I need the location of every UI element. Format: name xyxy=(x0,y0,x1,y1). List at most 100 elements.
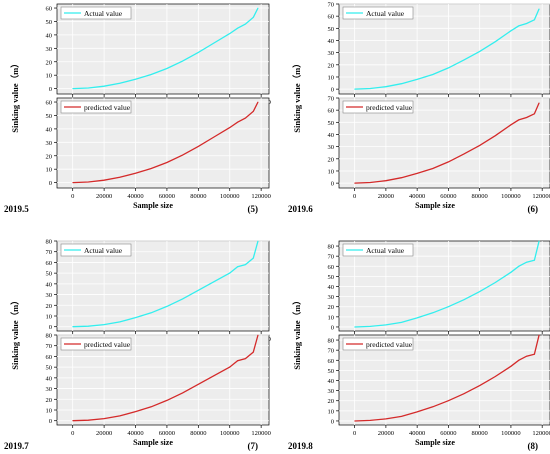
data-point xyxy=(88,419,89,421)
data-point xyxy=(119,82,121,84)
x-axis-label: Sample size xyxy=(133,438,173,447)
data-point xyxy=(463,153,465,155)
data-point xyxy=(197,146,199,147)
y-tick-label: 10 xyxy=(328,74,335,81)
data-point xyxy=(479,291,481,292)
legend: predicted value xyxy=(60,100,132,114)
data-point xyxy=(182,60,184,62)
data-point xyxy=(237,360,239,362)
legend: Actual value xyxy=(342,6,414,20)
data-point xyxy=(432,406,434,408)
data-point xyxy=(197,52,199,53)
data-point xyxy=(401,322,402,323)
y-tick-label: 50 xyxy=(46,271,53,278)
data-point xyxy=(494,282,496,283)
data-point xyxy=(479,385,481,386)
legend: predicted value xyxy=(342,100,414,114)
y-tick-label: 80 xyxy=(328,244,335,251)
data-point xyxy=(354,420,355,422)
y-tick-label: 40 xyxy=(328,378,335,385)
data-point xyxy=(448,306,449,308)
data-point xyxy=(518,119,520,121)
legend-label: predicted value xyxy=(366,340,413,349)
legend: Actual value xyxy=(60,243,132,257)
panel-6: Sinking value（m） Sample size 2019.6 (6) xyxy=(288,59,538,214)
data-point xyxy=(494,135,496,137)
y-tick-label: 0 xyxy=(49,418,52,425)
data-point xyxy=(88,325,89,327)
data-point xyxy=(252,351,254,353)
data-point xyxy=(237,266,239,268)
legend: Actual value xyxy=(342,243,414,257)
x-tick-label: 60000 xyxy=(440,430,456,437)
panel-number: (6) xyxy=(528,204,539,214)
data-point xyxy=(119,321,121,323)
data-point xyxy=(150,312,152,314)
data-point xyxy=(354,88,355,90)
subplot-1-bottom: 0 10 20 30 40 50 60 70 0 20000 40000 60000 80000 1000… xyxy=(328,96,550,200)
x-tick-label: 40000 xyxy=(409,430,425,437)
panel-5: Sinking value（m） Sample size 2019.5 (5) xyxy=(4,59,258,214)
y-tick-label: 40 xyxy=(46,375,53,382)
y-axis-label: Sinking value（m） xyxy=(10,296,20,369)
y-tick-label: 60 xyxy=(46,260,53,267)
data-point xyxy=(510,30,512,32)
data-point xyxy=(416,411,418,413)
data-point xyxy=(385,86,387,88)
data-point xyxy=(538,240,540,242)
panel-7: Sinking value（m） Sample size 2019.7 (7) xyxy=(4,296,258,451)
legend-box xyxy=(342,100,414,114)
y-tick-label: 20 xyxy=(46,59,53,66)
x-tick-label: 80000 xyxy=(190,193,206,200)
data-point xyxy=(88,181,89,183)
y-tick-label: 40 xyxy=(46,281,53,288)
y-tick-label: 20 xyxy=(328,304,335,311)
data-point xyxy=(245,264,246,265)
x-tick-label: 40000 xyxy=(127,193,143,200)
x-tick-label: 100000 xyxy=(220,430,240,437)
data-point xyxy=(119,176,121,178)
subplot-0-bottom: 0 10 20 30 40 50 60 0 20000 40000 60000 80000 100000… xyxy=(46,97,271,200)
data-point xyxy=(385,418,387,420)
x-axis-label: Sample size xyxy=(415,438,455,447)
y-tick-label: 30 xyxy=(328,50,335,57)
x-tick-label: 100000 xyxy=(501,430,521,437)
data-point xyxy=(166,68,168,69)
y-tick-label: 60 xyxy=(46,354,53,361)
x-tick-label: 60000 xyxy=(159,193,175,200)
x-tick-label: 60000 xyxy=(440,193,456,200)
y-tick-label: 50 xyxy=(46,19,53,26)
data-point xyxy=(237,27,239,29)
x-tick-label: 100000 xyxy=(501,193,521,200)
data-point xyxy=(252,17,254,18)
x-axis-label: Sample size xyxy=(133,201,173,210)
x-tick-label: 20000 xyxy=(96,430,112,437)
legend: predicted value xyxy=(60,337,132,351)
x-tick-label: 120000 xyxy=(532,430,550,437)
y-tick-label: 30 xyxy=(328,388,335,395)
data-point xyxy=(166,400,168,401)
y-axis-label: Sinking value（m） xyxy=(292,59,302,132)
data-point xyxy=(257,240,259,242)
data-point xyxy=(401,416,402,417)
data-point xyxy=(166,306,168,307)
x-tick-label: 20000 xyxy=(378,193,394,200)
y-tick-label: 10 xyxy=(328,168,335,175)
legend-label: predicted value xyxy=(84,340,131,349)
y-tick-label: 50 xyxy=(328,368,335,375)
data-point xyxy=(229,366,231,368)
subplot-3-top: 0102030405060708002000040000600008000010… xyxy=(328,240,550,343)
y-tick-label: 10 xyxy=(46,167,53,174)
data-point xyxy=(88,87,89,89)
data-point xyxy=(213,375,215,377)
data-point xyxy=(526,261,527,263)
y-tick-label: 60 xyxy=(328,108,335,115)
data-point xyxy=(510,124,512,126)
data-point xyxy=(526,23,527,24)
data-point xyxy=(534,259,535,261)
y-tick-label: 70 xyxy=(328,348,335,355)
data-point xyxy=(182,298,184,300)
y-tick-label: 70 xyxy=(328,254,335,261)
data-point xyxy=(245,117,246,119)
data-point xyxy=(150,168,152,169)
